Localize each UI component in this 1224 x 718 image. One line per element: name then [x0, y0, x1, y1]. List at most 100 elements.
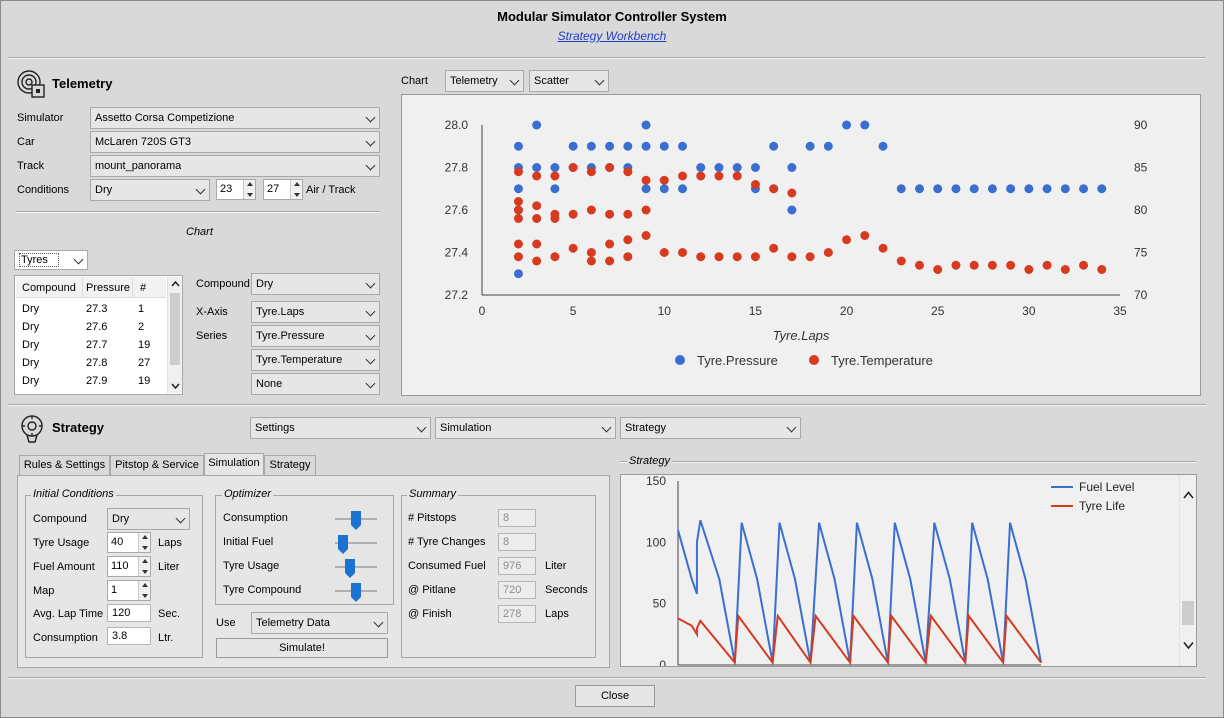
- table-row[interactable]: Dry 27.9 19: [16, 372, 166, 390]
- table-row[interactable]: Dry 27.3 1: [16, 300, 166, 318]
- close-button[interactable]: Close: [575, 685, 655, 707]
- strategy-menu[interactable]: Strategy: [620, 417, 801, 439]
- spin-arrows-icon[interactable]: [138, 581, 150, 600]
- simulator-dropdown[interactable]: Assetto Corsa Competizione: [90, 107, 380, 129]
- car-dropdown[interactable]: McLaren 720S GT3: [90, 131, 380, 153]
- top-divider: [8, 57, 1206, 59]
- data-point: [532, 256, 542, 266]
- ic-compound-value: Dry: [112, 513, 130, 525]
- series2-dropdown[interactable]: Tyre.Temperature: [251, 349, 380, 371]
- data-point: [641, 205, 651, 215]
- air-track-label: Air / Track: [306, 184, 356, 196]
- air-temp-stepper[interactable]: 23: [216, 179, 256, 200]
- consumption-label: Consumption: [33, 632, 98, 644]
- consumption-input[interactable]: 3.8: [107, 627, 151, 645]
- cell-compound: Dry: [22, 321, 40, 333]
- slider-thumb[interactable]: [351, 583, 361, 602]
- data-type-value: Tyres: [19, 253, 59, 267]
- chevron-up-icon[interactable]: [171, 281, 180, 287]
- optimizer-slider[interactable]: [335, 566, 377, 568]
- simulation-menu[interactable]: Simulation: [435, 417, 616, 439]
- tab-rules-settings[interactable]: Rules & Settings: [19, 455, 110, 475]
- simulation-menu-label: Simulation: [440, 422, 492, 434]
- spin-arrows-icon[interactable]: [290, 180, 302, 199]
- ic-compound-dropdown[interactable]: Dry: [107, 508, 190, 530]
- workbench-link[interactable]: Strategy Workbench: [557, 29, 667, 43]
- summary-value: 278: [498, 605, 536, 623]
- settings-menu[interactable]: Settings: [250, 417, 431, 439]
- spin-arrows-icon[interactable]: [243, 180, 255, 199]
- series1-dropdown[interactable]: Tyre.Pressure: [251, 325, 380, 347]
- fuel-amount-label: Fuel Amount: [33, 561, 95, 573]
- compound-value: Dry: [256, 278, 274, 290]
- chevron-down-icon[interactable]: [171, 383, 180, 389]
- data-point: [969, 184, 979, 194]
- optimizer-slider[interactable]: [335, 542, 377, 544]
- conditions-label: Conditions: [17, 184, 69, 196]
- slider-thumb[interactable]: [344, 559, 355, 578]
- map-stepper[interactable]: 1: [107, 580, 151, 601]
- chart-source-dropdown[interactable]: Telemetry: [445, 70, 524, 92]
- data-point: [696, 252, 706, 262]
- series3-dropdown[interactable]: None: [251, 373, 380, 395]
- data-type-dropdown[interactable]: Tyres: [14, 250, 88, 270]
- chevron-up-icon[interactable]: [1183, 491, 1194, 499]
- conditions-dropdown[interactable]: Dry: [90, 179, 210, 201]
- chevron-down-icon: [195, 184, 206, 195]
- chevron-down-icon: [365, 354, 376, 365]
- strategy-line-chart: 0 50 100 150 Fuel Level Tyre Life: [646, 475, 1134, 666]
- data-point: [914, 184, 924, 194]
- summary-value: 8: [498, 509, 536, 527]
- track-dropdown[interactable]: mount_panorama: [90, 155, 380, 177]
- car-label: Car: [17, 136, 35, 148]
- spin-arrows-icon[interactable]: [138, 533, 150, 552]
- tyre-usage-stepper[interactable]: 40: [107, 532, 151, 553]
- table-row[interactable]: Dry 27.6 2: [16, 318, 166, 336]
- chart-type-dropdown[interactable]: Scatter: [529, 70, 609, 92]
- data-point: [568, 163, 578, 172]
- data-point: [532, 171, 542, 181]
- table-row[interactable]: Dry 27.8 27: [16, 354, 166, 372]
- table-scrollbar[interactable]: [167, 277, 182, 393]
- slider-thumb[interactable]: [351, 511, 361, 530]
- tab-pitstop-service[interactable]: Pitstop & Service: [110, 455, 204, 475]
- legend-label: Tyre Life: [1079, 499, 1125, 513]
- track-temp-stepper[interactable]: 27: [263, 179, 303, 200]
- data-point: [586, 205, 596, 215]
- scrollbar-thumb[interactable]: [1182, 601, 1194, 625]
- chevron-down-icon[interactable]: [1183, 641, 1194, 649]
- data-point: [623, 141, 633, 151]
- column-header-pressure[interactable]: Pressure: [86, 282, 131, 294]
- optimizer-title: Optimizer: [222, 488, 274, 500]
- xaxis-dropdown[interactable]: Tyre.Laps: [251, 301, 380, 323]
- chevron-down-icon: [365, 278, 376, 289]
- data-point: [532, 120, 542, 130]
- use-dropdown[interactable]: Telemetry Data: [251, 612, 388, 634]
- compound-label: Compound: [196, 278, 250, 290]
- slider-thumb[interactable]: [338, 535, 349, 554]
- data-point: [860, 120, 870, 130]
- data-point: [1079, 260, 1089, 270]
- avg-lap-input[interactable]: 120: [107, 604, 151, 622]
- data-point: [513, 239, 523, 249]
- chevron-down-icon: [365, 136, 376, 147]
- spin-arrows-icon[interactable]: [138, 557, 150, 576]
- tab-simulation[interactable]: Simulation: [204, 453, 264, 475]
- fuel-amount-stepper[interactable]: 110: [107, 556, 151, 577]
- strategy-chart-scrollbar[interactable]: [1179, 475, 1196, 666]
- scrollbar-thumb[interactable]: [170, 293, 180, 365]
- x-tick-label: 20: [840, 304, 854, 318]
- cell-compound: Dry: [22, 339, 40, 351]
- table-row[interactable]: Dry 27.7 19: [16, 336, 166, 354]
- simulate-button[interactable]: Simulate!: [216, 638, 388, 658]
- column-header-count[interactable]: #: [140, 282, 147, 294]
- data-point: [513, 167, 523, 177]
- air-temp-value: 23: [220, 183, 233, 195]
- compound-dropdown[interactable]: Dry: [251, 273, 380, 295]
- y-left-tick-label: 27.8: [445, 161, 469, 175]
- y-tick-label: 50: [653, 597, 667, 611]
- column-header-compound[interactable]: Compound: [22, 282, 76, 294]
- data-point: [605, 239, 615, 249]
- data-point: [805, 141, 815, 151]
- tab-strategy[interactable]: Strategy: [264, 455, 316, 475]
